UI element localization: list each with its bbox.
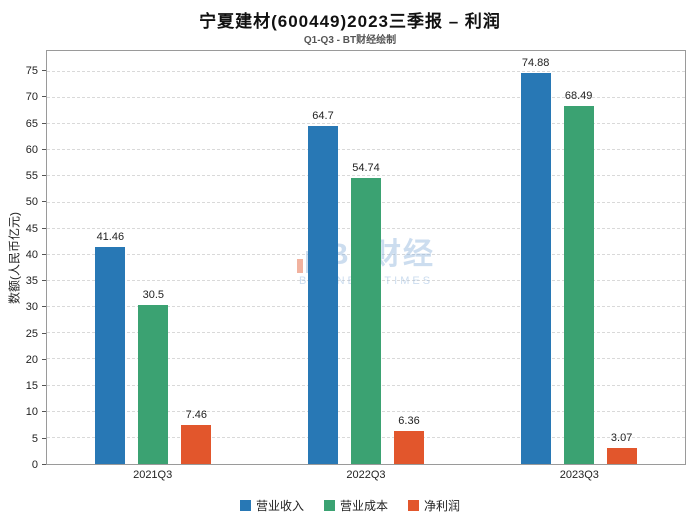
legend-label: 营业成本 — [339, 499, 388, 513]
bar-营业收入-2023Q3: 74.88 — [520, 57, 551, 464]
y-tick-label: 45 — [25, 222, 38, 235]
gridline — [47, 149, 685, 151]
legend-item: 营业收入 — [239, 497, 304, 514]
legend-label: 营业收入 — [255, 499, 304, 513]
y-tick-mark — [42, 385, 46, 387]
bar-value-label: 3.07 — [610, 431, 633, 444]
x-tick-label: 2022Q3 — [346, 469, 386, 481]
gridline — [47, 123, 685, 125]
bar-value-label: 41.46 — [96, 231, 125, 244]
legend-item: 营业成本 — [323, 497, 388, 514]
bar-营业成本-2023Q3: 68.49 — [563, 90, 594, 464]
bar-value-label: 64.7 — [312, 109, 334, 122]
x-tick-label: 2023Q3 — [559, 469, 599, 481]
legend-swatch — [408, 500, 419, 511]
bar-营业成本-2022Q3: 54.74 — [350, 162, 381, 464]
y-tick-label: 10 — [25, 406, 38, 419]
y-tick-mark — [42, 332, 46, 334]
bar-营业收入-2021Q3: 41.46 — [95, 231, 126, 464]
x-tick-label: 2021Q3 — [133, 469, 173, 481]
y-tick-mark — [42, 122, 46, 124]
bar-营业成本-2021Q3: 30.5 — [138, 289, 169, 464]
y-tick-mark — [42, 148, 46, 150]
y-tick-mark — [42, 70, 46, 72]
gridline — [47, 175, 685, 177]
gridline — [47, 97, 685, 99]
chart-title: 宁夏建材(600449)2023三季报 – 利润 — [199, 12, 501, 31]
y-tick-label: 15 — [25, 380, 38, 393]
y-tick-mark — [42, 175, 46, 177]
y-tick-label: 60 — [25, 143, 38, 156]
bar-净利润-2023Q3: 3.07 — [606, 432, 637, 464]
y-tick-label: 5 — [31, 432, 38, 445]
y-tick-label: 20 — [25, 353, 38, 366]
bar-groups: 41.46 30.5 7.46 64.7 54.74 6.36 74.88 68.49 3.07 — [47, 51, 685, 464]
bar-group: 64.7 54.74 6.36 — [307, 51, 424, 464]
bar-value-label: 74.88 — [521, 56, 550, 69]
y-tick-mark — [42, 411, 46, 413]
y-tick-label: 35 — [25, 275, 38, 288]
y-tick-mark — [42, 358, 46, 360]
y-tick-label: 25 — [25, 327, 38, 340]
bar-净利润-2021Q3: 7.46 — [181, 409, 212, 464]
y-tick-mark — [42, 437, 46, 439]
chart-subtitle: Q1-Q3 - BT财经绘制 — [303, 35, 397, 46]
bar-value-label: 30.5 — [142, 288, 165, 301]
y-tick-label: 70 — [25, 91, 38, 104]
y-tick-mark — [42, 227, 46, 229]
bar-group: 74.88 68.49 3.07 — [520, 51, 637, 464]
legend-swatch — [323, 500, 335, 511]
legend-label: 净利润 — [424, 499, 461, 513]
y-tick-mark — [42, 201, 46, 203]
y-tick-label: 55 — [25, 170, 38, 183]
y-tick-mark — [42, 280, 46, 282]
chart-plot-area: BT财经 BUSINESS TIMES 41.46 30.5 7.46 64.7 54.… — [46, 50, 686, 465]
y-tick-label: 40 — [25, 248, 38, 261]
bar-净利润-2022Q3: 6.36 — [393, 415, 424, 464]
bar-value-label: 6.36 — [398, 414, 420, 427]
y-tick-label: 65 — [25, 117, 38, 130]
y-tick-mark — [42, 253, 46, 255]
x-axis-labels: 2021Q3 2022Q3 2023Q3 — [46, 469, 686, 481]
gridline — [47, 70, 685, 72]
y-axis-labels: 0 5 10 15 20 25 30 35 40 45 50 55 60 65 70 75 — [0, 50, 46, 471]
bar-group: 41.46 30.5 7.46 — [95, 51, 212, 464]
y-tick-mark — [42, 464, 46, 465]
y-tick-mark — [42, 306, 46, 308]
legend-swatch — [239, 500, 251, 511]
legend-item: 净利润 — [408, 497, 460, 514]
y-tick-label: 50 — [25, 196, 38, 209]
y-tick-label: 30 — [25, 301, 38, 314]
bar-value-label: 68.49 — [564, 89, 593, 102]
bar-value-label: 54.74 — [352, 161, 380, 174]
y-tick-label: 75 — [25, 65, 38, 78]
y-tick-mark — [42, 96, 46, 98]
y-tick-label: 0 — [31, 459, 38, 471]
bar-营业收入-2022Q3: 64.7 — [307, 110, 338, 464]
bar-value-label: 7.46 — [185, 409, 208, 422]
legend: 营业收入 营业成本 净利润 — [0, 497, 700, 514]
